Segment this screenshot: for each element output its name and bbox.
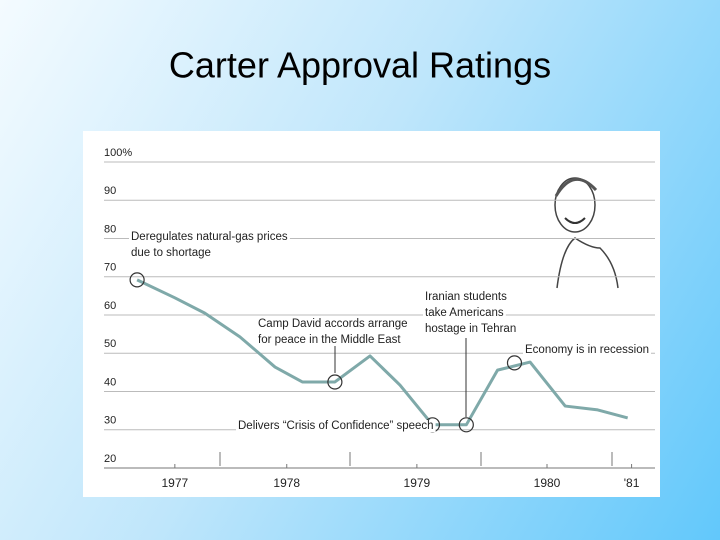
annotation-bg [236, 420, 436, 433]
y-tick-label: 30 [104, 415, 116, 427]
annotation-text: Deregulates natural-gas prices [131, 231, 288, 243]
y-tick-label: 70 [104, 262, 116, 274]
annotation-text: Delivers “Crisis of Confidence” speech [238, 420, 434, 432]
annotation-text: take Americans [425, 307, 504, 319]
y-tick-label: 60 [104, 300, 116, 312]
y-tick-label: 90 [104, 185, 116, 197]
annotation-marker [327, 374, 343, 390]
annotation-text: hostage in Tehran [425, 323, 516, 335]
slide-title: Carter Approval Ratings [169, 45, 551, 86]
x-tick-label: 1979 [404, 476, 431, 490]
y-tick-label: 50 [104, 338, 116, 350]
annotation-bg [256, 334, 404, 347]
annotation-marker [506, 355, 523, 371]
y-tick-label: 80 [104, 223, 116, 235]
annotation-bg [423, 307, 506, 320]
annotation-text: Economy is in recession [525, 344, 649, 356]
annotation-bg [129, 247, 213, 260]
annotation-marker [129, 272, 145, 288]
portrait [554, 168, 619, 289]
annotation-bg [129, 231, 290, 244]
annotation-bg [423, 323, 519, 336]
y-tick-label: 100% [104, 147, 132, 159]
annotation-text: due to shortage [131, 247, 211, 259]
x-tick-label: 1978 [273, 476, 300, 490]
x-tick-label: 1980 [534, 476, 561, 490]
annotation-text: for peace in the Middle East [258, 334, 401, 346]
x-tick-label: 1977 [161, 476, 188, 490]
annotation-text: Camp David accords arrange [258, 318, 408, 330]
x-tick-label: '81 [624, 476, 640, 490]
annotation-bg [423, 291, 510, 304]
annotation-marker [458, 417, 474, 433]
annotation-text: Iranian students [425, 291, 507, 303]
y-tick-label: 40 [104, 376, 116, 388]
annotation-bg [256, 318, 410, 331]
approval-line [136, 278, 629, 427]
y-tick-label: 20 [104, 453, 116, 465]
annotation-bg [523, 344, 651, 357]
minor-ticks [219, 452, 613, 466]
